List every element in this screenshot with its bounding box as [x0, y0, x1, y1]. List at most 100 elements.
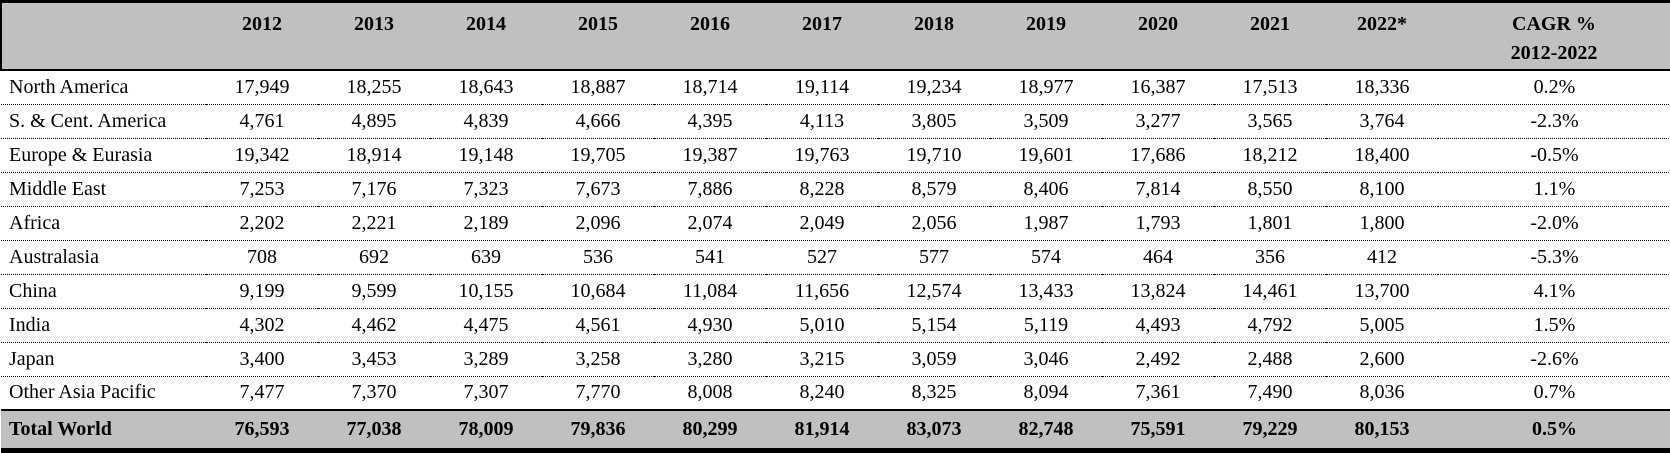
value-cell: 541 — [654, 240, 766, 275]
value-cell: 3,215 — [766, 342, 878, 377]
table-row: Other Asia Pacific 7,477 7,370 7,307 7,770 8,… — [1, 376, 1670, 411]
cagr-cell: 1.5% — [1438, 308, 1670, 343]
year-column-header: 2014 — [430, 1, 542, 71]
table-header: 2012 2013 2014 2015 2016 2017 2018 2019 2020 2021… — [0, 1, 1670, 71]
cagr-column-header: CAGR % 2012-2022 — [1438, 1, 1670, 71]
value-cell: 692 — [318, 240, 430, 275]
value-cell: 19,387 — [654, 138, 766, 173]
table-row: Europe & Eurasia 19,342 18,914 19,148 19,705… — [1, 138, 1670, 173]
table-row: China 9,199 9,599 10,155 10,684 11,084 11,656 1… — [1, 274, 1670, 309]
value-cell: 7,814 — [1102, 172, 1214, 207]
value-cell: 18,977 — [990, 70, 1102, 105]
value-cell: 3,280 — [654, 342, 766, 377]
table-body: North America 17,949 18,255 18,643 18,887 18,… — [1, 70, 1670, 453]
value-cell: 8,228 — [766, 172, 878, 207]
value-cell: 17,949 — [206, 70, 318, 105]
cagr-header-line1: CAGR % — [1512, 13, 1596, 35]
value-cell: 8,240 — [766, 376, 878, 411]
value-cell: 7,323 — [430, 172, 542, 207]
value-cell: 18,714 — [654, 70, 766, 105]
table-row: North America 17,949 18,255 18,643 18,887 18,… — [1, 70, 1670, 105]
region-label: S. & Cent. America — [1, 104, 206, 139]
value-cell: 8,094 — [990, 376, 1102, 411]
value-cell: 19,710 — [878, 138, 990, 173]
value-cell: 4,839 — [430, 104, 542, 139]
value-cell: 19,148 — [430, 138, 542, 173]
value-cell: 8,100 — [1326, 172, 1438, 207]
value-cell: 18,336 — [1326, 70, 1438, 105]
value-cell: 2,600 — [1326, 342, 1438, 377]
value-cell: 412 — [1326, 240, 1438, 275]
year-column-header: 2016 — [654, 1, 766, 71]
value-cell: 3,059 — [878, 342, 990, 377]
value-cell: 4,930 — [654, 308, 766, 343]
value-cell: 8,325 — [878, 376, 990, 411]
value-cell: 16,387 — [1102, 70, 1214, 105]
value-cell: 7,176 — [318, 172, 430, 207]
value-cell: 83,073 — [878, 409, 990, 453]
value-cell: 3,400 — [206, 342, 318, 377]
region-column-header — [0, 1, 206, 71]
year-column-header: 2013 — [318, 1, 430, 71]
value-cell: 8,579 — [878, 172, 990, 207]
value-cell: 13,824 — [1102, 274, 1214, 309]
value-cell: 75,591 — [1102, 409, 1214, 453]
table-row: Australasia 708 692 639 536 541 527 577 574 464 35… — [1, 240, 1670, 275]
region-label: Other Asia Pacific — [1, 376, 206, 411]
table-row: Africa 2,202 2,221 2,189 2,096 2,074 2,049 2,05… — [1, 206, 1670, 241]
value-cell: 13,433 — [990, 274, 1102, 309]
year-column-header: 2015 — [542, 1, 654, 71]
value-cell: 2,074 — [654, 206, 766, 241]
value-cell: 8,406 — [990, 172, 1102, 207]
value-cell: 8,008 — [654, 376, 766, 411]
value-cell: 7,886 — [654, 172, 766, 207]
value-cell: 11,656 — [766, 274, 878, 309]
value-cell: 4,462 — [318, 308, 430, 343]
value-cell: 78,009 — [430, 409, 542, 453]
value-cell: 4,561 — [542, 308, 654, 343]
value-cell: 19,114 — [766, 70, 878, 105]
value-cell: 76,593 — [206, 409, 318, 453]
year-column-header: 2019 — [990, 1, 1102, 71]
value-cell: 3,805 — [878, 104, 990, 139]
value-cell: 18,212 — [1214, 138, 1326, 173]
region-label: North America — [1, 70, 206, 105]
cagr-cell: -0.5% — [1438, 138, 1670, 173]
value-cell: 79,229 — [1214, 409, 1326, 453]
value-cell: 2,189 — [430, 206, 542, 241]
value-cell: 18,643 — [430, 70, 542, 105]
value-cell: 10,155 — [430, 274, 542, 309]
value-cell: 527 — [766, 240, 878, 275]
value-cell: 7,477 — [206, 376, 318, 411]
cagr-cell: 1.1% — [1438, 172, 1670, 207]
value-cell: 8,036 — [1326, 376, 1438, 411]
value-cell: 4,666 — [542, 104, 654, 139]
table-row: S. & Cent. America 4,761 4,895 4,839 4,666 4,… — [1, 104, 1670, 139]
value-cell: 18,887 — [542, 70, 654, 105]
value-cell: 639 — [430, 240, 542, 275]
value-cell: 7,370 — [318, 376, 430, 411]
year-column-header: 2020 — [1102, 1, 1214, 71]
value-cell: 5,005 — [1326, 308, 1438, 343]
value-cell: 10,684 — [542, 274, 654, 309]
value-cell: 577 — [878, 240, 990, 275]
region-label: Middle East — [1, 172, 206, 207]
value-cell: 3,764 — [1326, 104, 1438, 139]
region-label: Europe & Eurasia — [1, 138, 206, 173]
value-cell: 3,565 — [1214, 104, 1326, 139]
year-column-header: 2022* — [1326, 1, 1438, 71]
cagr-cell: 4.1% — [1438, 274, 1670, 309]
cagr-cell: -2.3% — [1438, 104, 1670, 139]
value-cell: 3,277 — [1102, 104, 1214, 139]
value-cell: 4,792 — [1214, 308, 1326, 343]
value-cell: 19,763 — [766, 138, 878, 173]
year-column-header: 2018 — [878, 1, 990, 71]
cagr-header-line2: 2012-2022 — [1510, 42, 1598, 64]
value-cell: 4,113 — [766, 104, 878, 139]
value-cell: 9,599 — [318, 274, 430, 309]
value-cell: 3,046 — [990, 342, 1102, 377]
year-column-header: 2017 — [766, 1, 878, 71]
value-cell: 2,056 — [878, 206, 990, 241]
